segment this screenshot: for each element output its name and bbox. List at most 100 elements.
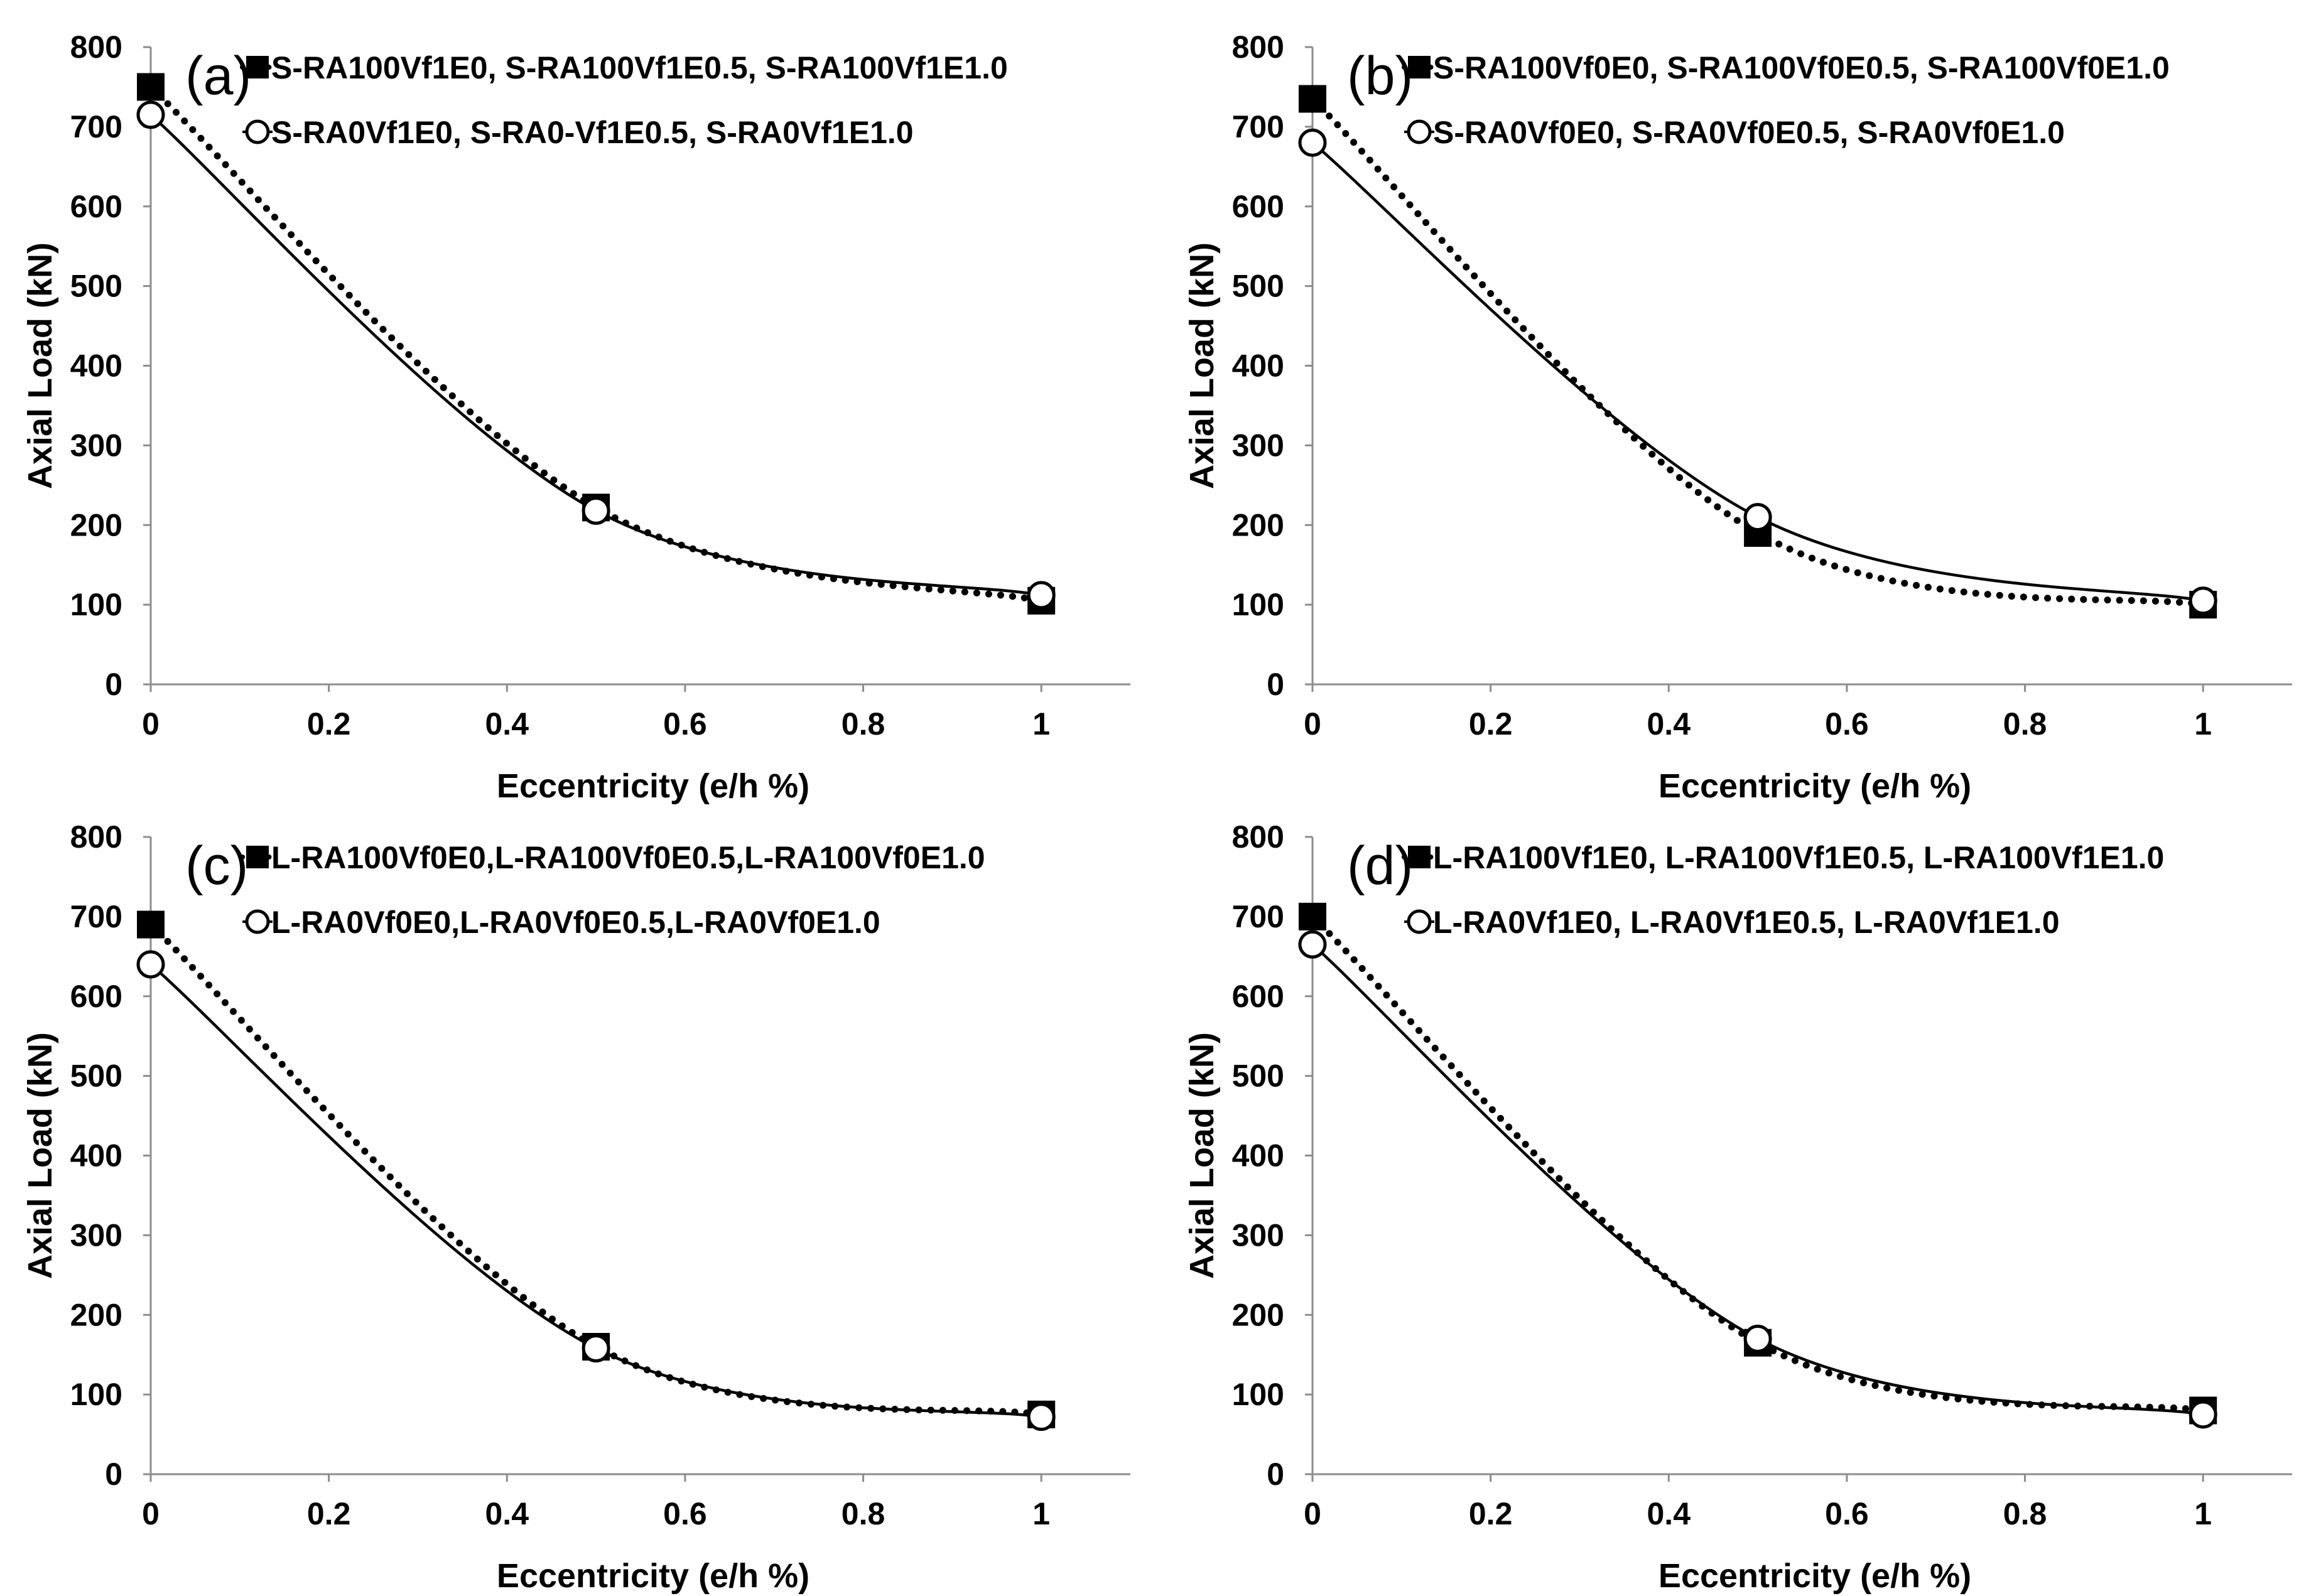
x-tick-label: 0.8 xyxy=(2003,1496,2047,1531)
x-tick-label: 0.4 xyxy=(485,1496,529,1531)
data-point-circle xyxy=(1743,503,1772,532)
x-tick-label: 1 xyxy=(2194,706,2212,741)
y-tick-label: 600 xyxy=(70,979,122,1014)
y-tick-label: 800 xyxy=(70,30,122,65)
data-point-square xyxy=(1299,85,1326,113)
series-line-ra100 xyxy=(1309,95,2207,608)
data-point-circle xyxy=(1027,581,1056,610)
x-tick-label: 0.6 xyxy=(663,1496,707,1531)
legend-marker-square xyxy=(1408,846,1431,868)
data-point-circle xyxy=(1298,128,1327,157)
y-tick-label: 600 xyxy=(1232,189,1284,224)
x-tick-label: 0.2 xyxy=(1469,1496,1513,1531)
y-tick-label: 200 xyxy=(70,507,122,542)
legend-entry: S-RA0Vf0E0, S-RA0Vf0E0.5, S-RA0Vf0E1.0 xyxy=(1433,115,2065,150)
panel-label: (b) xyxy=(1347,46,1413,106)
legend-entry: L-RA100Vf0E0,L-RA100Vf0E0.5,L-RA100Vf0E1… xyxy=(271,840,985,875)
y-axis-title: Axial Load (kN) xyxy=(21,1032,59,1279)
data-point-circle xyxy=(2189,586,2217,615)
chart-panel-4: 0 100 200 300 400 500 600 700 800 0 0.2 0.4 0.6 0.8 1 E… xyxy=(1183,819,2292,1595)
legend-entry: L-RA0Vf0E0,L-RA0Vf0E0.5,L-RA0Vf0E1.0 xyxy=(271,905,880,940)
panel-label: (a) xyxy=(185,46,251,106)
data-point-circle xyxy=(1743,1324,1772,1353)
x-tick-label: 0.8 xyxy=(2003,706,2047,741)
y-tick-label: 100 xyxy=(1232,1377,1284,1412)
y-tick-label: 500 xyxy=(1232,269,1284,304)
y-tick-label: 100 xyxy=(1232,587,1284,622)
y-tick-label: 300 xyxy=(1232,428,1284,463)
data-point-circle xyxy=(1298,930,1327,959)
x-tick-label: 0.4 xyxy=(1647,706,1691,741)
series-line-ra100 xyxy=(147,83,1045,605)
y-tick-label: 500 xyxy=(70,1059,122,1094)
y-tick-label: 0 xyxy=(1267,667,1284,702)
y-tick-label: 500 xyxy=(70,269,122,304)
y-tick-label: 100 xyxy=(70,587,122,622)
legend-entry: S-RA100Vf1E0, S-RA100Vf1E0.5, S-RA100Vf1… xyxy=(271,50,1008,85)
y-tick-label: 800 xyxy=(70,819,122,855)
x-tick-label: 0.2 xyxy=(307,1496,351,1531)
data-point-square xyxy=(137,910,165,939)
data-point-circle xyxy=(1027,1403,1056,1432)
legend-marker-circle xyxy=(245,909,270,934)
y-axis-title: Axial Load (kN) xyxy=(1183,242,1221,489)
y-tick-label: 700 xyxy=(1232,109,1284,144)
y-axis-title: Axial Load (kN) xyxy=(21,242,59,489)
y-tick-label: 800 xyxy=(1232,819,1284,855)
y-tick-label: 600 xyxy=(70,189,122,224)
chart-panel-1: 0 100 200 300 400 500 600 700 800 0 0.2 0.4 0.6 0.8 1 E… xyxy=(21,30,1130,805)
chart-panel-3: 0 100 200 300 400 500 600 700 800 0 0.2 0.4 0.6 0.8 1 E… xyxy=(21,819,1130,1595)
x-tick-label: 1 xyxy=(1032,706,1050,741)
y-tick-label: 700 xyxy=(70,899,122,934)
y-tick-label: 300 xyxy=(70,1217,122,1253)
x-tick-label: 0.8 xyxy=(841,706,885,741)
legend-marker-circle xyxy=(1407,119,1432,144)
data-point-circle xyxy=(2189,1400,2217,1429)
y-tick-label: 100 xyxy=(70,1377,122,1412)
y-tick-label: 400 xyxy=(1232,348,1284,384)
y-tick-label: 400 xyxy=(1232,1138,1284,1173)
legend-marker-circle xyxy=(1407,909,1432,934)
x-axis-title: Eccentricity (e/h %) xyxy=(1659,767,1971,805)
x-tick-label: 0.2 xyxy=(1469,706,1513,741)
x-axis-title: Eccentricity (e/h %) xyxy=(497,1557,809,1595)
y-tick-label: 600 xyxy=(1232,979,1284,1014)
legend-entry: L-RA0Vf1E0, L-RA0Vf1E0.5, L-RA0Vf1E1.0 xyxy=(1433,905,2060,940)
x-tick-label: 0 xyxy=(1304,706,1321,741)
y-tick-label: 200 xyxy=(70,1297,122,1332)
x-tick-label: 1 xyxy=(2194,1496,2212,1531)
legend-entry: L-RA100Vf1E0, L-RA100Vf1E0.5, L-RA100Vf1… xyxy=(1433,840,2164,875)
y-tick-label: 300 xyxy=(1232,1217,1284,1253)
x-tick-label: 0.4 xyxy=(1647,1496,1691,1531)
x-tick-label: 0.6 xyxy=(1825,706,1869,741)
panel-label: (d) xyxy=(1347,836,1413,896)
y-axis-title: Axial Load (kN) xyxy=(1183,1032,1221,1279)
legend-marker-square xyxy=(246,56,269,78)
data-point-circle xyxy=(582,496,610,525)
y-tick-label: 200 xyxy=(1232,1297,1284,1332)
y-tick-label: 800 xyxy=(1232,30,1284,65)
x-tick-label: 0 xyxy=(142,1496,160,1531)
legend-marker-square xyxy=(1408,56,1431,78)
y-tick-label: 200 xyxy=(1232,507,1284,542)
panel-label: (c) xyxy=(185,836,248,896)
x-tick-label: 1 xyxy=(1032,1496,1050,1531)
series-line-ra100 xyxy=(1309,913,2207,1414)
y-tick-label: 400 xyxy=(70,348,122,384)
x-tick-label: 0.8 xyxy=(841,1496,885,1531)
x-tick-label: 0.6 xyxy=(1825,1496,1869,1531)
legend-marker-circle xyxy=(245,119,270,144)
x-axis-title: Eccentricity (e/h %) xyxy=(1659,1557,1971,1595)
data-point-circle xyxy=(136,950,165,979)
chart-panel-2: 0 100 200 300 400 500 600 700 800 0 0.2 0.4 0.6 0.8 1 E… xyxy=(1183,30,2292,805)
x-tick-label: 0.4 xyxy=(485,706,529,741)
y-tick-label: 0 xyxy=(105,667,122,702)
y-tick-label: 500 xyxy=(1232,1059,1284,1094)
legend-entry: S-RA100Vf0E0, S-RA100Vf0E0.5, S-RA100Vf0… xyxy=(1433,50,2170,85)
x-tick-label: 0.2 xyxy=(307,706,351,741)
y-tick-label: 400 xyxy=(70,1138,122,1173)
legend-marker-square xyxy=(246,846,269,868)
data-point-square xyxy=(1299,902,1326,930)
x-axis-title: Eccentricity (e/h %) xyxy=(497,767,809,805)
